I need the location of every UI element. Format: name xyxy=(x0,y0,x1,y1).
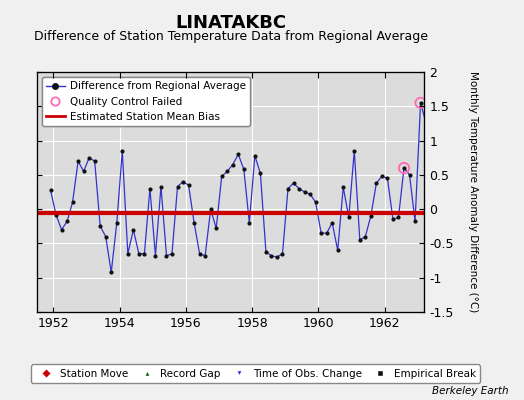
Point xyxy=(411,218,419,225)
Point xyxy=(383,175,391,182)
Point xyxy=(400,165,408,171)
Point xyxy=(118,148,126,154)
Y-axis label: Monthly Temperature Anomaly Difference (°C): Monthly Temperature Anomaly Difference (… xyxy=(468,71,478,313)
Point xyxy=(295,185,303,192)
Point xyxy=(378,173,386,180)
Legend: Station Move, Record Gap, Time of Obs. Change, Empirical Break: Station Move, Record Gap, Time of Obs. C… xyxy=(31,364,481,383)
Point xyxy=(278,250,287,257)
Point xyxy=(157,183,165,190)
Point xyxy=(102,233,110,240)
Point xyxy=(289,180,298,186)
Point xyxy=(333,247,342,254)
Point xyxy=(261,248,270,255)
Point xyxy=(239,166,248,172)
Point xyxy=(74,158,82,164)
Point xyxy=(245,220,254,226)
Point xyxy=(284,185,292,192)
Point xyxy=(300,189,309,195)
Point xyxy=(146,185,154,192)
Point xyxy=(367,213,375,219)
Point xyxy=(400,165,408,171)
Point xyxy=(212,225,221,232)
Point xyxy=(80,168,88,175)
Point xyxy=(201,252,209,259)
Point xyxy=(317,230,325,236)
Point xyxy=(162,252,171,259)
Point xyxy=(179,178,187,185)
Point xyxy=(406,172,414,178)
Point xyxy=(394,214,402,220)
Legend: Difference from Regional Average, Quality Control Failed, Estimated Station Mean: Difference from Regional Average, Qualit… xyxy=(42,77,250,126)
Point xyxy=(228,161,237,168)
Point xyxy=(345,214,353,220)
Point xyxy=(267,252,276,259)
Point xyxy=(63,218,71,225)
Point xyxy=(206,206,215,212)
Point xyxy=(256,170,265,177)
Point xyxy=(85,154,93,161)
Point xyxy=(113,220,121,226)
Point xyxy=(52,212,60,218)
Point xyxy=(168,250,176,257)
Point xyxy=(96,223,104,230)
Point xyxy=(135,250,143,257)
Point xyxy=(350,148,358,154)
Point xyxy=(273,254,281,260)
Point xyxy=(217,173,226,180)
Point xyxy=(322,230,331,236)
Point xyxy=(151,252,160,259)
Point xyxy=(140,250,149,257)
Point xyxy=(417,100,425,106)
Point xyxy=(339,184,347,190)
Point xyxy=(91,158,99,164)
Point xyxy=(184,182,193,188)
Point xyxy=(124,250,132,257)
Point xyxy=(250,152,259,159)
Text: LINATAKBC: LINATAKBC xyxy=(175,14,286,32)
Point xyxy=(422,120,430,127)
Point xyxy=(417,100,425,106)
Point xyxy=(328,220,336,226)
Text: Difference of Station Temperature Data from Regional Average: Difference of Station Temperature Data f… xyxy=(34,30,428,43)
Point xyxy=(57,226,66,233)
Point xyxy=(389,216,397,223)
Text: Berkeley Earth: Berkeley Earth xyxy=(432,386,508,396)
Point xyxy=(223,168,232,175)
Point xyxy=(356,237,364,243)
Point xyxy=(311,199,320,206)
Point xyxy=(190,220,198,226)
Point xyxy=(68,199,77,206)
Point xyxy=(46,187,54,193)
Point xyxy=(361,233,369,240)
Point xyxy=(173,183,182,190)
Point xyxy=(195,250,204,257)
Point xyxy=(129,226,137,233)
Point xyxy=(306,191,314,197)
Point xyxy=(234,151,243,158)
Point xyxy=(107,269,115,276)
Point xyxy=(372,180,380,186)
